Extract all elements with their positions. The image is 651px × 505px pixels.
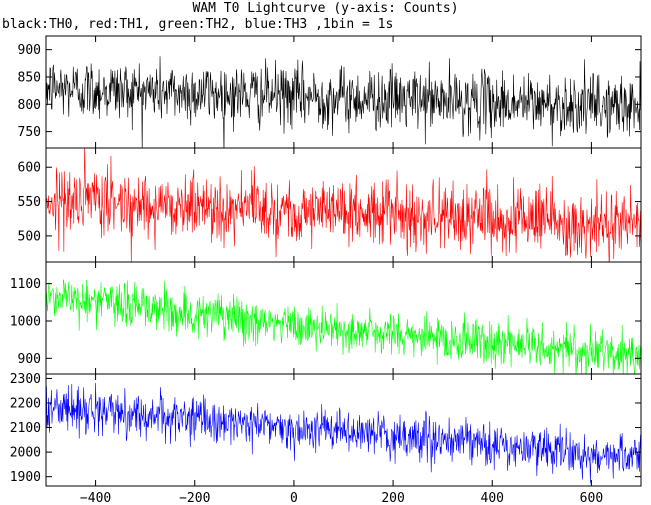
panel-frame (45, 261, 642, 375)
y-tick-label: 900 (18, 352, 41, 367)
series-line-th1 (46, 148, 641, 262)
panel-th1: 500 550 600 (18, 147, 642, 263)
panel-th2: 900 1000 1100 (10, 261, 642, 375)
chart-subtitle: black:TH0, red:TH1, green:TH2, blue:TH3 … (2, 17, 394, 32)
x-tick-label: 400 (481, 491, 504, 505)
series-line-th2 (46, 279, 641, 374)
y-tick-label: 800 (18, 98, 41, 113)
y-tick-label: 600 (18, 161, 41, 176)
y-tick-label: 1000 (10, 314, 41, 329)
y-tick-label: 2100 (10, 421, 41, 436)
y-tick-label: 1100 (10, 277, 41, 292)
y-tick-label: 1900 (10, 470, 41, 485)
y-tick-label: 2300 (10, 372, 41, 387)
y-tick-label: 500 (18, 229, 41, 244)
chart-title: WAM T0 Lightcurve (y-axis: Counts) (192, 1, 459, 16)
y-tick-label: 850 (18, 70, 41, 85)
series-line-th0 (46, 45, 641, 148)
y-tick-label: 2000 (10, 446, 41, 461)
x-tick-label: 200 (381, 491, 404, 505)
panel-th3: 1900 2000 2100 2200 2300 (10, 372, 642, 487)
y-tick-label: 750 (18, 125, 41, 140)
x-tick-label: 600 (580, 491, 603, 505)
x-tick-label: −200 (179, 491, 210, 505)
panel-frame (45, 373, 642, 487)
series-line-th3 (46, 382, 641, 484)
y-tick-label: 900 (18, 43, 41, 58)
x-tick-label: −400 (80, 491, 111, 505)
x-tick-label: 0 (290, 491, 298, 505)
y-tick-label: 550 (18, 195, 41, 210)
y-tick-label: 2200 (10, 396, 41, 411)
panel-th0: 750 800 850 900 (18, 35, 642, 149)
